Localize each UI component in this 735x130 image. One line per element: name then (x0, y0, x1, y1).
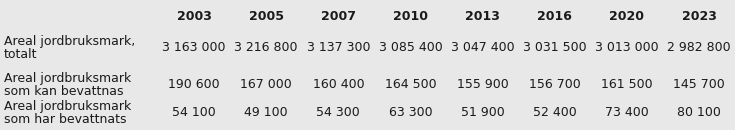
Text: 3 216 800: 3 216 800 (234, 41, 298, 54)
Text: 156 700: 156 700 (528, 78, 581, 91)
Text: Areal jordbruksmark: Areal jordbruksmark (4, 100, 132, 113)
Text: 164 500: 164 500 (384, 78, 437, 91)
Text: 2003: 2003 (176, 10, 212, 23)
Text: 49 100: 49 100 (245, 106, 288, 119)
Text: 54 100: 54 100 (172, 106, 216, 119)
Text: 155 900: 155 900 (456, 78, 509, 91)
Text: 2005: 2005 (248, 10, 284, 23)
Text: 51 900: 51 900 (461, 106, 504, 119)
Text: 3 031 500: 3 031 500 (523, 41, 587, 54)
Text: 2013: 2013 (465, 10, 500, 23)
Text: som kan bevattnas: som kan bevattnas (4, 85, 123, 98)
Text: 3 085 400: 3 085 400 (379, 41, 442, 54)
Text: 3 137 300: 3 137 300 (306, 41, 370, 54)
Text: 3 163 000: 3 163 000 (162, 41, 226, 54)
Text: 52 400: 52 400 (533, 106, 576, 119)
Text: 54 300: 54 300 (317, 106, 360, 119)
Text: 2010: 2010 (393, 10, 428, 23)
Text: 63 300: 63 300 (389, 106, 432, 119)
Text: som har bevattnats: som har bevattnats (4, 113, 126, 126)
Text: 2020: 2020 (609, 10, 645, 23)
Text: 167 000: 167 000 (240, 78, 292, 91)
Text: 161 500: 161 500 (601, 78, 653, 91)
Text: 2007: 2007 (321, 10, 356, 23)
Text: 3 013 000: 3 013 000 (595, 41, 659, 54)
Text: 2016: 2016 (537, 10, 572, 23)
Text: 2 982 800: 2 982 800 (667, 41, 731, 54)
Text: Areal jordbruksmark: Areal jordbruksmark (4, 72, 132, 85)
Text: 80 100: 80 100 (677, 106, 721, 119)
Text: 190 600: 190 600 (168, 78, 220, 91)
Text: 145 700: 145 700 (673, 78, 725, 91)
Text: 2023: 2023 (681, 10, 717, 23)
Text: totalt: totalt (4, 48, 37, 61)
Text: 73 400: 73 400 (605, 106, 649, 119)
Text: 3 047 400: 3 047 400 (451, 41, 514, 54)
Text: 160 400: 160 400 (312, 78, 364, 91)
Text: Areal jordbruksmark,: Areal jordbruksmark, (4, 35, 135, 48)
